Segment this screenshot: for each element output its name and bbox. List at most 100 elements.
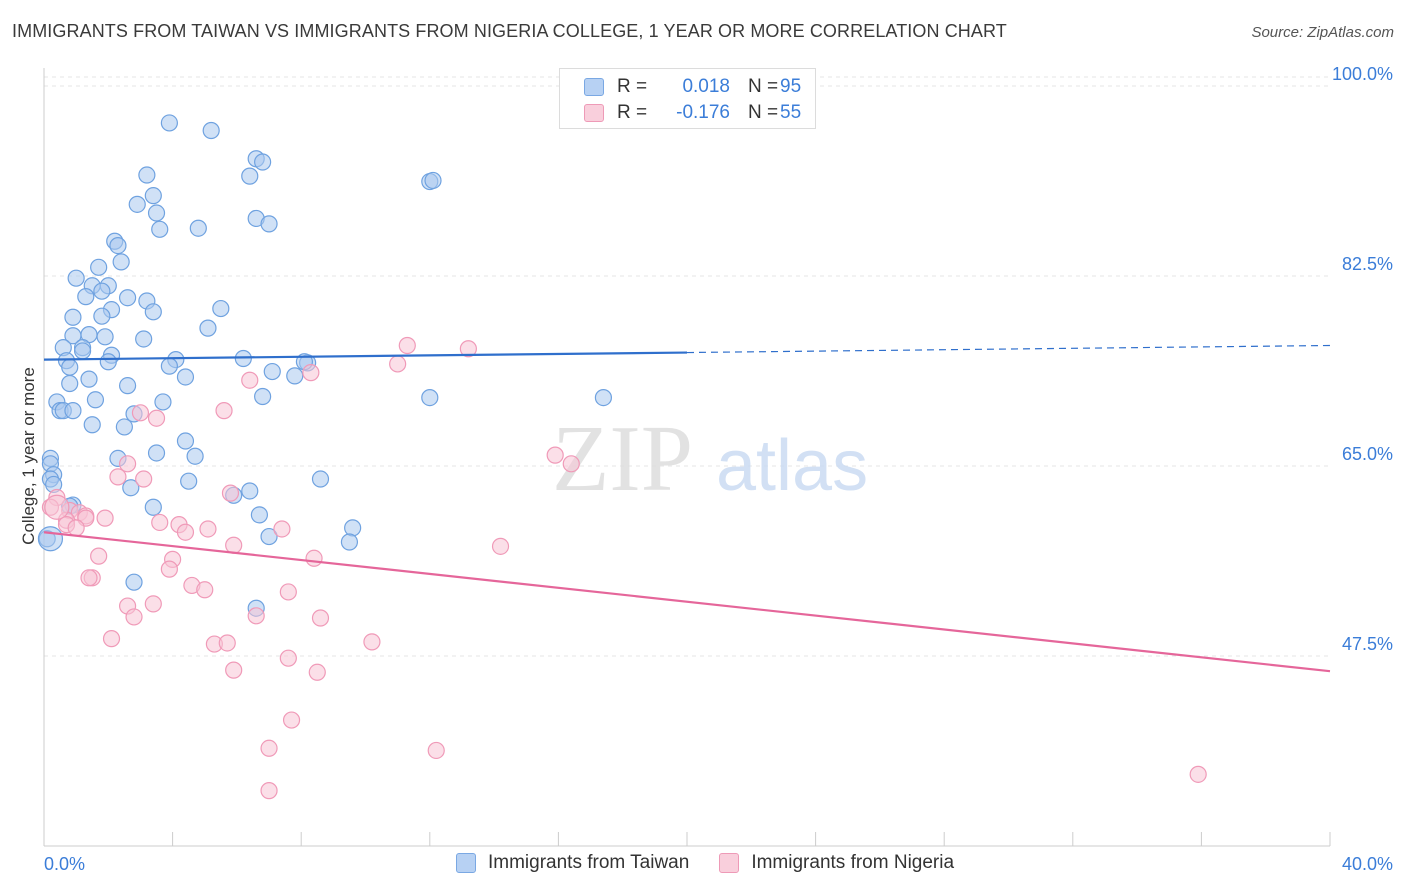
taiwan-point — [112, 253, 130, 271]
taiwan-point — [64, 402, 82, 420]
nigeria-point — [125, 608, 143, 626]
taiwan-point — [202, 121, 220, 140]
chart-title: IMMIGRANTS FROM TAIWAN VS IMMIGRANTS FRO… — [12, 21, 1007, 41]
nigeria-point — [311, 609, 330, 627]
taiwan-point — [212, 299, 230, 318]
taiwan-point — [77, 288, 95, 306]
nigeria-point — [144, 595, 162, 613]
n-label: N = — [748, 102, 779, 123]
nigeria-point — [562, 455, 580, 473]
taiwan-point — [176, 368, 195, 386]
nigeria-trend-line — [43, 531, 1331, 673]
nigeria-point — [225, 536, 243, 554]
nigeria-point — [398, 336, 416, 355]
legend-label-taiwan: Immigrants from Taiwan — [488, 852, 690, 873]
trend-lines — [43, 344, 1331, 673]
taiwan-point — [176, 432, 195, 450]
taiwan-point — [122, 479, 140, 497]
nigeria-point — [427, 741, 445, 760]
x-tick-label: 0.0% — [44, 854, 85, 874]
taiwan-point — [64, 308, 82, 326]
nigeria-point — [176, 523, 195, 541]
taiwan-point — [260, 527, 278, 546]
source-label: Source: ZipAtlas.com — [1251, 24, 1394, 41]
watermark-atlas: atlas — [716, 426, 868, 506]
nigeria-point — [273, 520, 291, 538]
taiwan-point — [64, 327, 82, 345]
nigeria-point — [44, 494, 70, 520]
tick-labels: 100.0% 82.5% 65.0% 47.5% 0.0% 40.0% — [44, 64, 1393, 874]
nigeria-point — [109, 468, 127, 486]
y-tick-label: 47.5% — [1342, 634, 1393, 654]
nigeria-point — [215, 402, 233, 420]
nigeria-point — [67, 519, 85, 537]
taiwan-point — [37, 526, 64, 552]
taiwan-point — [109, 237, 127, 255]
taiwan-point — [344, 519, 362, 537]
taiwan-point — [138, 166, 156, 184]
nigeria-point — [102, 630, 121, 648]
taiwan-point — [144, 498, 162, 516]
taiwan-point — [286, 367, 304, 385]
nigeria-point — [308, 663, 326, 681]
nigeria-point — [118, 455, 137, 473]
taiwan-point — [154, 393, 172, 411]
nigeria-point — [160, 560, 178, 578]
n-value: 55 — [780, 102, 802, 123]
legend-label-nigeria: Immigrants from Nigeria — [751, 852, 955, 873]
taiwan-point — [67, 269, 85, 287]
nigeria-point — [247, 607, 265, 625]
taiwan-point — [421, 389, 439, 407]
nigeria-point — [389, 355, 407, 373]
taiwan-point — [241, 482, 259, 500]
taiwan-point — [189, 219, 207, 237]
nigeria-point — [363, 633, 381, 651]
nigeria-point — [96, 509, 114, 527]
nigeria-point — [282, 711, 301, 729]
taiwan-point — [90, 258, 108, 276]
r-value: -0.176 — [676, 102, 730, 123]
taiwan-legend-swatch — [456, 853, 476, 873]
nigeria-point — [221, 484, 240, 502]
taiwan-point — [160, 357, 178, 375]
gridlines — [44, 76, 1330, 657]
taiwan-trend-line — [43, 351, 688, 361]
taiwan-point — [160, 114, 178, 132]
nigeria-point — [151, 513, 169, 532]
taiwan-swatch — [584, 78, 604, 96]
nigeria-point — [225, 661, 243, 679]
nigeria-point — [131, 404, 150, 422]
taiwan-point — [125, 573, 143, 591]
nigeria-point — [199, 520, 217, 538]
nigeria-legend-swatch — [719, 853, 740, 873]
nigeria-point — [302, 364, 320, 382]
nigeria-point — [90, 547, 108, 565]
taiwan-point — [135, 330, 153, 348]
taiwan-point — [118, 377, 137, 395]
taiwan-point — [263, 362, 281, 381]
nigeria-point — [260, 782, 278, 800]
taiwan-point — [144, 303, 162, 321]
taiwan-point — [61, 374, 79, 393]
x-tick-label: 40.0% — [1342, 854, 1393, 874]
taiwan-point — [260, 215, 278, 233]
taiwan-point — [186, 447, 204, 465]
y-tick-label: 65.0% — [1342, 444, 1393, 464]
nigeria-point — [147, 409, 166, 427]
nigeria-point — [279, 649, 297, 667]
taiwan-point — [241, 167, 259, 185]
legend-item-taiwan[interactable]: Immigrants from Taiwan — [456, 852, 689, 874]
taiwan-point — [147, 204, 166, 222]
taiwan-point — [199, 319, 217, 337]
taiwan-point — [424, 171, 442, 190]
nigeria-point — [279, 583, 297, 601]
taiwan-point — [99, 353, 117, 371]
nigeria-point — [305, 549, 323, 567]
taiwan-point — [93, 282, 111, 300]
nigeria-point — [1189, 765, 1207, 783]
taiwan-point — [86, 391, 105, 409]
taiwan-point — [311, 470, 330, 488]
taiwan-point — [115, 418, 133, 436]
legend-item-nigeria[interactable]: Immigrants from Nigeria — [719, 852, 954, 874]
